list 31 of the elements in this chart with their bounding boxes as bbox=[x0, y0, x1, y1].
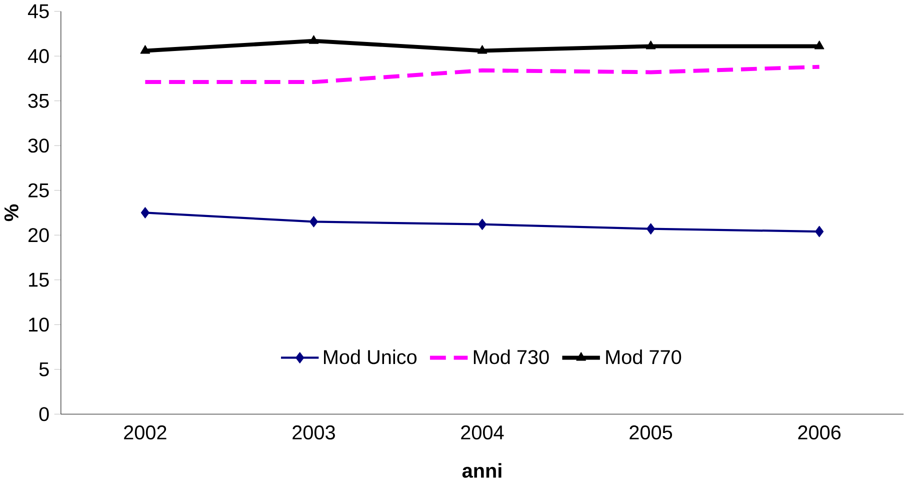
x-axis-title: anni bbox=[462, 463, 502, 478]
legend-label: Mod 730 bbox=[474, 349, 549, 364]
y-tick-label: 45 bbox=[28, 4, 49, 18]
point bbox=[646, 223, 656, 234]
x-tick-label: 2002 bbox=[124, 425, 166, 440]
point bbox=[815, 226, 824, 238]
y-tick-label: 40 bbox=[28, 48, 49, 64]
y-tick-label: 5 bbox=[39, 362, 49, 376]
y-axis-title: % bbox=[4, 204, 18, 221]
y-tick-label: 20 bbox=[28, 228, 49, 242]
point bbox=[814, 40, 824, 50]
x-tick-label: 2005 bbox=[630, 425, 672, 440]
line-series bbox=[143, 64, 822, 84]
legend-label: Mod Unico bbox=[324, 349, 417, 364]
x-tick-label: 2004 bbox=[461, 425, 504, 440]
y-tick-label: 0 bbox=[39, 406, 49, 422]
x-tick-label: 2003 bbox=[292, 425, 335, 440]
y-tick-label: 25 bbox=[28, 183, 49, 198]
y-tick-label: 35 bbox=[28, 94, 49, 108]
y-tick-label: 15 bbox=[29, 272, 49, 287]
point bbox=[308, 35, 319, 44]
point bbox=[477, 45, 488, 54]
y-tick-label: 10 bbox=[29, 317, 49, 332]
x-tick-label: 2006 bbox=[798, 425, 841, 440]
point bbox=[478, 218, 487, 230]
legend-label: Mod 770 bbox=[606, 349, 682, 364]
point bbox=[140, 207, 150, 218]
point bbox=[309, 216, 318, 228]
point bbox=[140, 45, 150, 54]
point bbox=[646, 40, 656, 50]
y-tick-label: 30 bbox=[28, 138, 49, 153]
